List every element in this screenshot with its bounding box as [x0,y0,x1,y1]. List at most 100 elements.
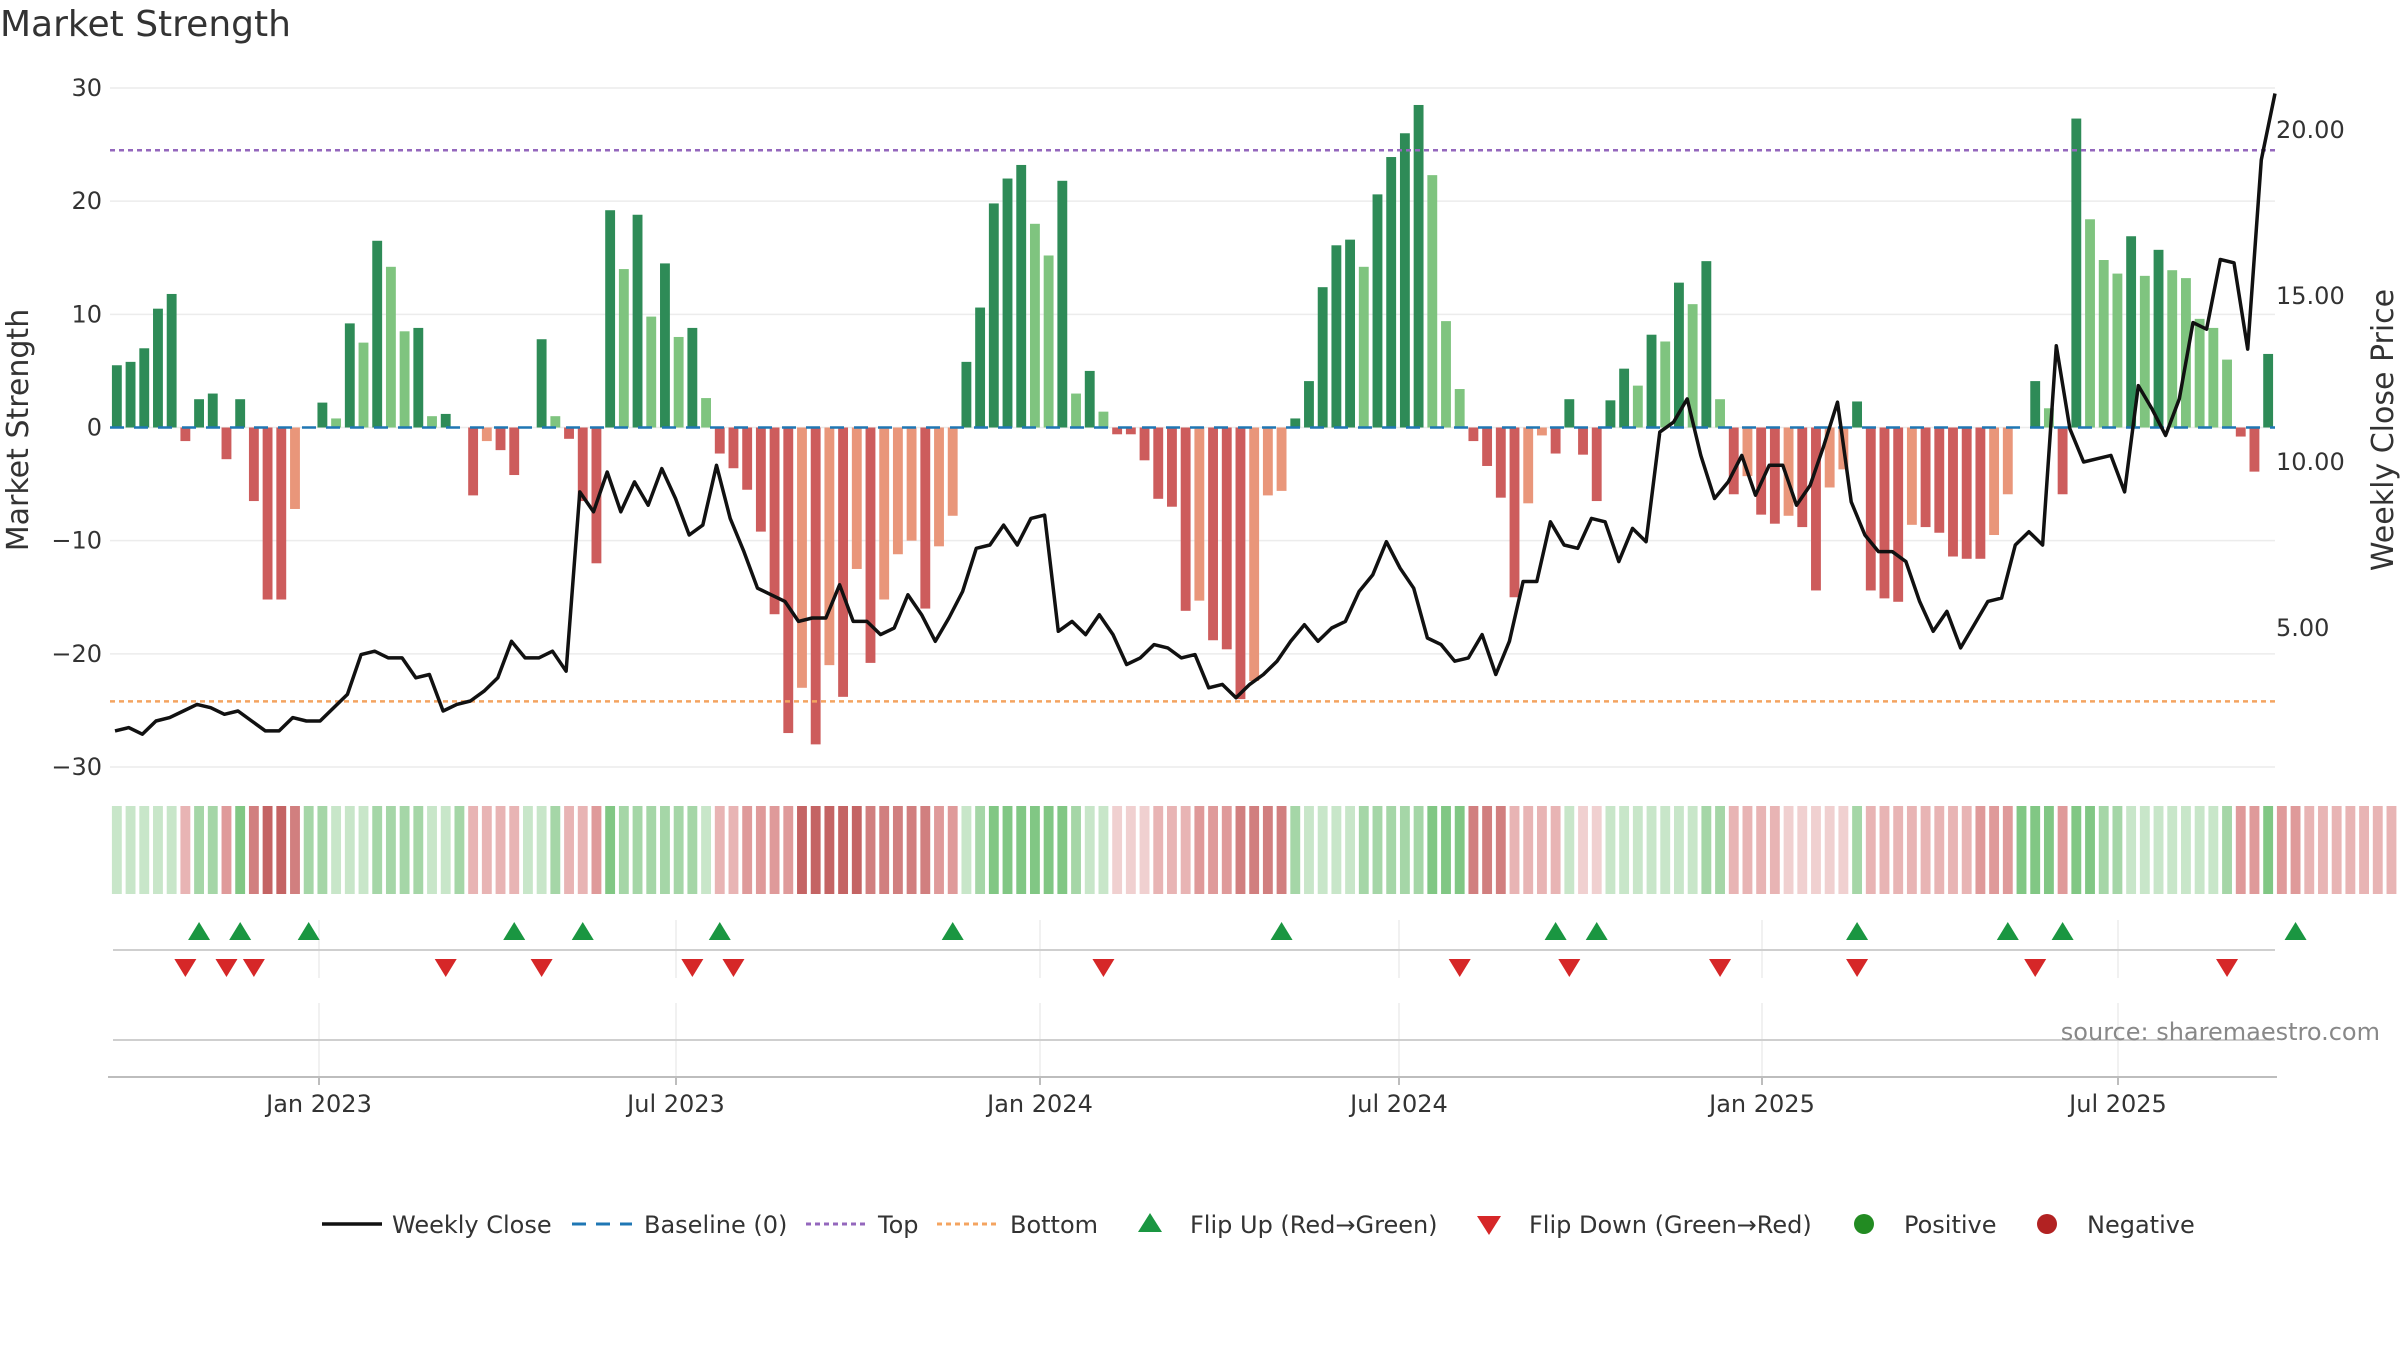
strength-bar [577,427,588,502]
strength-bar [344,323,355,428]
band-cell [372,806,383,894]
strength-bar [1578,427,1588,455]
x-tick-label: Jul 2024 [1348,1090,1448,1118]
flip-down-marker [681,959,704,977]
strength-bar [317,402,328,428]
band-cell [2112,806,2123,894]
band-cell [851,806,862,894]
flip-up-marker [941,922,964,940]
strength-bar [2222,359,2232,428]
strength-bar [207,393,218,428]
strength-bar [1769,427,1780,524]
strength-bar [865,427,876,663]
band-cell [481,806,492,894]
strength-bar [1262,427,1273,496]
band-cell [1797,806,1808,894]
band-cell [1920,806,1931,894]
flip-up-marker [2284,922,2307,940]
band-cell [2002,806,2013,894]
band-cell [2057,806,2068,894]
band-cell [1153,806,1164,894]
band-cell [454,806,465,894]
strength-bar [290,427,300,509]
band-cell [755,806,766,894]
x-tick-label: Jul 2025 [2067,1090,2167,1118]
strength-bar [2043,408,2054,428]
band-cell [947,806,958,894]
band-cell [1619,806,1630,894]
band-cell [509,806,520,894]
strength-bar [1016,164,1027,428]
band-cell [1029,806,1040,894]
band-cell [1372,806,1383,894]
band-cell [2126,806,2137,894]
band-cell [1454,806,1465,894]
strength-bar [934,427,944,547]
y-tick-label: 30 [71,74,102,102]
band-cell [1235,806,1246,894]
strength-bar [1701,261,1712,428]
y2-axis-title: Weekly Close Price [2366,289,2400,571]
band-cell [2345,806,2356,894]
band-cell [2167,806,2178,894]
band-cell [1125,806,1136,894]
source-credit: source: sharemaestro.com [2061,1018,2380,1046]
band-cell [2071,806,2082,894]
strength-bar [673,336,684,428]
strength-bar [153,308,163,428]
band-cell [1482,806,1493,894]
flip-up-marker [188,922,211,940]
band-cell [975,806,986,894]
strength-bar [248,427,259,502]
strength-bar [1427,175,1438,428]
legend-label: Weekly Close [392,1211,552,1239]
band-cell [331,806,342,894]
band-cell [2194,806,2205,894]
band-cell [605,806,616,894]
strength-bar [550,416,561,428]
strength-bar [632,214,643,428]
band-cell [235,806,246,894]
weekly-close-series [114,93,2277,736]
x-tick-label: Jul 2023 [625,1090,725,1118]
strength-bar [1208,427,1218,641]
strength-bar [2071,118,2082,428]
legend-item: Baseline (0) [572,1211,787,1239]
band-cell [1262,806,1273,894]
band-cell [797,806,807,894]
band-cell [646,806,657,894]
band-cell [1468,806,1479,894]
band-cell [194,806,204,894]
strength-bar [125,361,136,428]
band-cell [1948,806,1958,894]
band-cell [577,806,588,894]
band-cell [1399,806,1410,894]
strength-bar [139,348,150,428]
band-cell [1016,806,1027,894]
band-cell [139,806,150,894]
band-cell [550,806,561,894]
band-cell [262,806,273,894]
band-cell [1358,806,1369,894]
band-cell [1509,806,1520,894]
flip-up-marker [229,922,252,940]
strength-bar [180,427,191,442]
legend-item: Positive [1854,1211,1997,1239]
band-cell [1783,806,1794,894]
strength-bar [797,427,807,688]
band-cell [1536,806,1547,894]
band-cell [1331,806,1342,894]
band-cell [1002,806,1013,894]
strength-bar [701,398,711,428]
strength-bar [714,427,725,454]
band-cell [2372,806,2383,894]
strength-bar [2208,327,2219,428]
strength-bar [783,427,794,734]
legend-label: Flip Up (Red→Green) [1190,1211,1438,1239]
band-cell [1989,806,2000,894]
x-tick-label: Jan 2023 [264,1090,372,1118]
strength-bar [111,365,122,428]
band-cell [125,806,136,894]
strength-bar [1523,427,1534,504]
